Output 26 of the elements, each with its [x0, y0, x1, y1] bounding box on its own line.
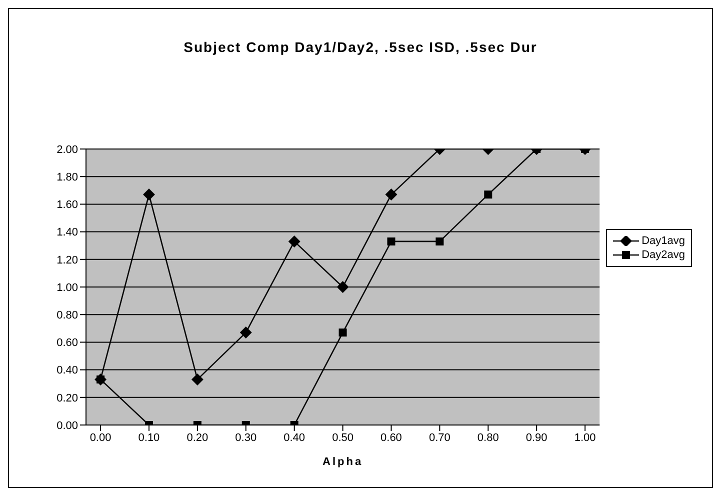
y-tick-label: 1.60: [56, 199, 78, 212]
y-tick-label: 0.00: [56, 420, 78, 432]
x-axis-title: Alpha: [322, 456, 364, 468]
y-tick-label: 1.40: [56, 226, 78, 239]
y-tick-label: 1.00: [56, 282, 78, 294]
chart-title: Subject Comp Day1/Day2, .5sec ISD, .5sec Dur: [182, 39, 538, 55]
x-tick-label: 0.70: [428, 432, 450, 444]
x-tick-label: 0.90: [526, 432, 548, 444]
x-tick-label: 0.50: [332, 432, 354, 444]
legend-label: Day2avg: [642, 249, 685, 261]
y-tick-label: 0.80: [56, 310, 78, 322]
y-tick-label: 0.20: [56, 392, 78, 404]
y-tick-label: 0.60: [56, 337, 78, 350]
y-tick-label: 1.80: [56, 172, 78, 184]
x-tick-label: 0.30: [235, 432, 257, 444]
x-tick-label: 1.00: [574, 432, 596, 444]
y-tick-label: 1.20: [56, 254, 78, 266]
legend-label: Day1avg: [642, 235, 685, 247]
x-tick-label: 0.60: [380, 432, 402, 444]
x-tick-label: 0.20: [186, 432, 208, 444]
y-tick-label: 2.00: [56, 144, 78, 156]
x-tick-label: 0.80: [477, 432, 499, 444]
x-tick-label: 0.10: [138, 432, 160, 444]
y-tick-label: 0.40: [56, 364, 78, 377]
x-tick-label: 0.40: [284, 432, 306, 444]
x-tick-label: 0.00: [90, 432, 112, 444]
